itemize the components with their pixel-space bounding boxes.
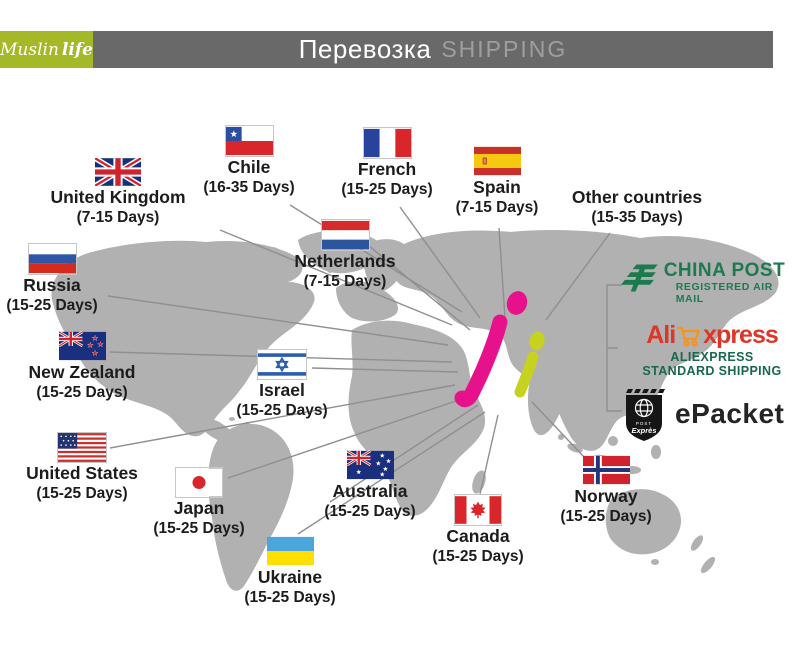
flag-norway-icon [582, 455, 630, 485]
flag-netherlands-icon [320, 219, 370, 251]
china-post-icon [621, 264, 658, 292]
country-australia: Australia (15-25 Days) [285, 450, 455, 521]
china-post-title: CHINA POST [663, 260, 786, 281]
country-name: Spain [473, 177, 521, 197]
country-days: (7-15 Days) [303, 272, 387, 290]
brand-logo-text: Muslin [0, 39, 59, 60]
epacket-logo: POST Exprès ePacket [623, 385, 784, 443]
flag-chile-icon [224, 125, 274, 157]
country-days: (15-25 Days) [36, 484, 128, 502]
flag-israel-icon [257, 349, 307, 380]
country-name: Canada [446, 526, 510, 546]
country-days: (15-25 Days) [324, 502, 416, 520]
country-days: (15-25 Days) [236, 401, 328, 419]
flag-france-icon [362, 127, 412, 159]
country-japan: Japan (15-25 Days) [119, 467, 279, 538]
country-name: Netherlands [294, 251, 396, 271]
country-name: Japan [173, 498, 225, 518]
country-days: (15-25 Days) [6, 296, 98, 314]
country-netherlands: Netherlands (7-15 Days) [260, 219, 430, 291]
page-title-russian: Перевозка [298, 34, 432, 64]
logo-bracket [606, 284, 622, 412]
epacket-shield-icon: POST Exprès [626, 389, 665, 441]
country-french: French (15-25 Days) [307, 127, 467, 199]
country-days: (15-35 Days) [591, 208, 683, 226]
country-canada: Canada (15-25 Days) [398, 494, 558, 566]
country-name: Israel [259, 380, 305, 400]
country-name: French [357, 159, 417, 179]
country-name: Russia [23, 275, 81, 295]
country-days: (15-25 Days) [36, 383, 128, 401]
china-post-logo: CHINA POST REGISTERED AIR MAIL [621, 261, 800, 305]
brand-logo: Muslin life [0, 31, 93, 68]
aliexpress-brand-left: Ali [646, 321, 676, 349]
flag-united-kingdom-icon [95, 158, 141, 186]
country-name: Other countries [571, 187, 703, 207]
aliexpress-brand-right: xpress [703, 321, 779, 349]
country-days: (15-25 Days) [244, 588, 336, 606]
country-name: Ukraine [257, 567, 323, 587]
country-days: (15-25 Days) [432, 547, 524, 565]
country-name: New Zealand [28, 362, 136, 382]
flag-russia-icon [27, 243, 77, 275]
country-united-kingdom: United Kingdom (7-15 Days) [28, 158, 208, 227]
country-days: (7-15 Days) [76, 208, 160, 226]
country-days: (15-25 Days) [560, 507, 652, 525]
country-norway: Norway (15-25 Days) [526, 455, 686, 526]
flag-canada-icon [454, 494, 502, 526]
country-russia: Russia (15-25 Days) [0, 243, 122, 315]
aliexpress-line1: ALIEXPRESS [670, 350, 754, 364]
aliexpress-logo: Ali xpress ALIEXPRESS STANDARD SHIPPING [628, 321, 796, 379]
country-name: Australia [332, 481, 408, 501]
country-days: (16-35 Days) [203, 178, 295, 196]
country-united-states: United States (15-25 Days) [0, 432, 172, 503]
brand-logo-text2: life [61, 39, 93, 60]
aliexpress-line2: STANDARD SHIPPING [642, 364, 782, 379]
epacket-shield-text1: POST [636, 421, 652, 426]
flag-australia-icon [346, 450, 394, 480]
country-ukraine: Ukraine (15-25 Days) [205, 536, 375, 607]
flag-ukraine-icon [266, 536, 314, 566]
flag-spain-icon [473, 146, 521, 176]
aliexpress-cart-icon [676, 326, 700, 347]
country-chile: Chile (16-35 Days) [169, 125, 329, 197]
epacket-shield-text2: Exprès [631, 426, 656, 435]
country-name: Norway [574, 486, 638, 506]
flag-japan-icon [175, 467, 223, 498]
flag-united-states-icon [57, 432, 107, 463]
country-days: (15-25 Days) [153, 519, 245, 537]
country-other: Other countries (15-35 Days) [542, 187, 732, 227]
page-title-english: SHIPPING [441, 36, 568, 62]
country-days: (7-15 Days) [455, 198, 539, 216]
flag-new-zealand-icon [58, 331, 106, 361]
country-days: (15-25 Days) [341, 180, 433, 198]
country-name: United States [26, 463, 138, 483]
country-name: Chile [227, 157, 271, 177]
country-israel: Israel (15-25 Days) [202, 349, 362, 420]
country-new-zealand: New Zealand (15-25 Days) [0, 331, 167, 402]
country-spain: Spain (7-15 Days) [422, 146, 572, 217]
header-bar: Перевозка SHIPPING [0, 31, 773, 68]
epacket-label: ePacket [675, 398, 785, 429]
brand-mark [454, 291, 545, 408]
country-name: United Kingdom [50, 187, 186, 207]
china-post-subtitle: REGISTERED AIR MAIL [675, 280, 773, 305]
